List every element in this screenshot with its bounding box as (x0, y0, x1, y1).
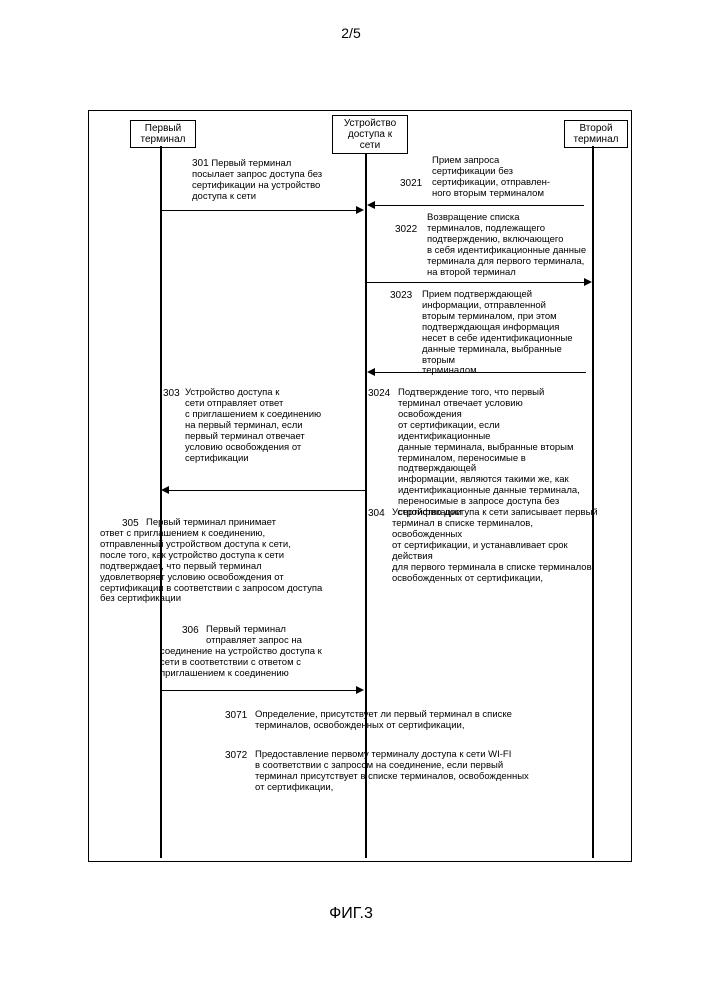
lifeline-terminal1 (160, 146, 162, 858)
step-3024-text: Подтверждение того, что первыйтерминал о… (398, 388, 586, 519)
actor-terminal1-label: Первыйтерминал (141, 123, 186, 145)
step-3023-text: Прием подтверждающейинформации, отправле… (422, 290, 595, 377)
actor-terminal1: Первыйтерминал (130, 120, 196, 148)
arrow-3021-head (367, 201, 375, 209)
step-3072-text: Предоставление первому терминалу доступа… (255, 750, 595, 794)
step-3071-num: 3071 (225, 710, 247, 722)
arrow-306 (161, 690, 358, 691)
step-306-num: 306 (182, 625, 199, 637)
step-3072: 3072 Предоставление первому терминалу до… (225, 750, 595, 794)
arrow-303-head (161, 486, 169, 494)
step-3071: 3071 Определение, присутствует ли первый… (225, 710, 595, 732)
actor-device-label: Устройстводоступа ксети (344, 118, 396, 151)
step-303: 303 Устройство доступа ксети отправляет … (163, 388, 353, 464)
arrow-3022-head (584, 278, 592, 286)
step-305-num: 305 (122, 518, 139, 530)
step-301-text: Первый терминалпосылает запрос доступа б… (192, 158, 322, 202)
step-3024-num: 3024 (368, 388, 390, 400)
arrow-3023 (374, 372, 586, 373)
arrow-3023-head (367, 368, 375, 376)
arrow-3022 (367, 282, 586, 283)
step-3023: 3023 Прием подтверждающейинформации, отп… (390, 290, 595, 377)
step-3021-text: Прием запросасертификации безсертификаци… (432, 156, 590, 200)
step-3022: 3022 Возвращение спискатерминалов, подле… (395, 213, 595, 279)
step-304-text: Устройство доступа к сети записывает пер… (392, 508, 598, 584)
step-3071-text: Определение, присутствует ли первый терм… (255, 710, 595, 732)
actor-terminal2: Второйтерминал (564, 120, 628, 148)
step-3024: 3024 Подтверждение того, что первыйтерми… (368, 388, 586, 519)
step-306-text-rest: соединение на устройство доступа ксети в… (160, 647, 358, 680)
step-3022-num: 3022 (395, 224, 417, 236)
step-306: 306 Первый терминал отправляет запрос на… (160, 625, 358, 680)
figure-label: ФИГ.3 (329, 905, 373, 923)
step-3021-num: 3021 (400, 178, 422, 190)
step-303-text: Устройство доступа ксети отправляет отве… (185, 388, 353, 464)
actor-device: Устройстводоступа ксети (332, 115, 408, 154)
step-3023-num: 3023 (390, 290, 412, 302)
step-304-num: 304 (368, 508, 385, 520)
page-number: 2/5 (341, 25, 360, 41)
arrow-306-head (356, 686, 364, 694)
step-301: 301 Первый терминалпосылает запрос досту… (192, 158, 357, 203)
actor-terminal2-label: Второйтерминал (574, 123, 619, 145)
step-3022-text: Возвращение спискатерминалов, подлежащег… (427, 213, 595, 279)
step-3072-num: 3072 (225, 750, 247, 762)
step-301-num: 301 (192, 158, 209, 169)
step-305: 305 Первый терминал принимает ответ с пр… (100, 518, 358, 605)
step-304: 304 Устройство доступа к сети записывает… (368, 508, 598, 584)
step-303-num: 303 (163, 388, 180, 400)
arrow-301 (161, 210, 358, 211)
arrow-3021 (374, 205, 584, 206)
arrow-301-head (356, 206, 364, 214)
step-3021: 3021 Прием запросасертификации безсертиф… (400, 156, 590, 200)
step-305-text-rest: ответ с приглашением к соединению,отправ… (100, 529, 358, 605)
arrow-303 (168, 490, 365, 491)
diagram-page: 2/5 Первыйтерминал Устройстводоступа ксе… (0, 0, 702, 1000)
